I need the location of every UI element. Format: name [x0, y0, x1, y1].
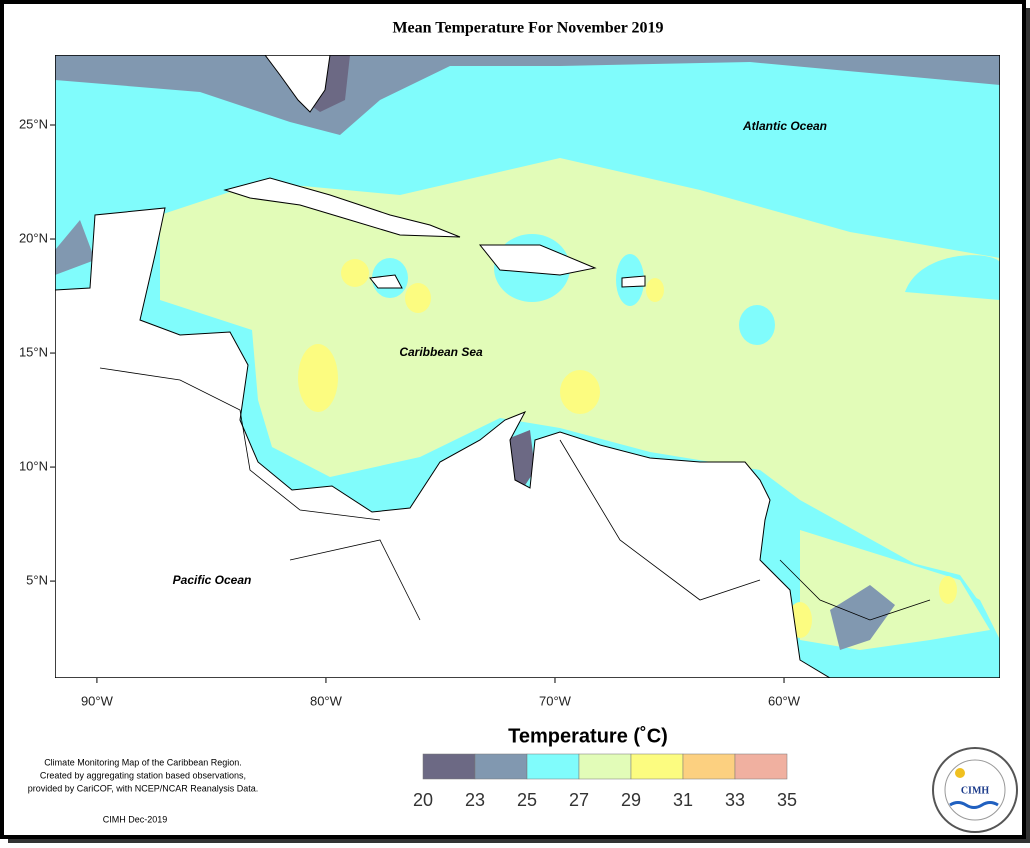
- zone-slate: [830, 585, 895, 650]
- legend-tick-label: 33: [725, 790, 745, 810]
- logo-ring: [944, 759, 1006, 821]
- land: [55, 207, 831, 678]
- zone-cyan: [905, 255, 1000, 300]
- legend-tick-label: 31: [673, 790, 693, 810]
- lat-tick-label: 25°N: [19, 116, 48, 131]
- credit: CIMH Dec-2019: [103, 814, 168, 824]
- note: Climate Monitoring Map of the Caribbean …: [44, 757, 242, 767]
- zone-yellow: [405, 283, 431, 313]
- ocean-label: Caribbean Sea: [399, 345, 483, 359]
- ocean-label: Atlantic Ocean: [742, 119, 827, 133]
- legend-swatch: [630, 753, 684, 780]
- lon-tick-label: 80°W: [310, 693, 343, 708]
- land: [369, 274, 403, 289]
- zone-yellow: [298, 344, 338, 412]
- logo-sun: [955, 768, 965, 778]
- zone-yellow: [646, 278, 664, 302]
- zone-yellow: [560, 370, 600, 414]
- lat-tick-label: 5°N: [26, 573, 48, 588]
- legend-title: Temperature (˚C): [508, 724, 668, 747]
- land: [478, 244, 597, 276]
- ocean-label: Pacific Ocean: [173, 573, 252, 587]
- zone-yellow: [939, 576, 957, 604]
- legend-swatch: [578, 753, 632, 780]
- zone-yellow: [341, 259, 369, 287]
- title: Mean Temperature For November 2019: [392, 20, 663, 37]
- note: Created by aggregating station based obs…: [40, 770, 246, 780]
- legend-tick-label: 35: [777, 790, 797, 810]
- logo-wave: [949, 801, 999, 809]
- land: [621, 275, 646, 288]
- legend-swatch: [526, 753, 580, 780]
- lon-tick-label: 90°W: [81, 693, 114, 708]
- zone-slate: [55, 220, 95, 275]
- lon-tick-label: 70°W: [539, 693, 572, 708]
- zone-cyan: [739, 305, 775, 345]
- legend-tick-label: 20: [413, 790, 433, 810]
- map: [55, 55, 1000, 678]
- lat-tick-label: 15°N: [19, 344, 48, 359]
- legend-swatch: [474, 753, 528, 780]
- land: [264, 55, 331, 113]
- legend-tick-label: 25: [517, 790, 537, 810]
- lat-tick-label: 10°N: [19, 459, 48, 474]
- frame-shadow: [1026, 8, 1030, 843]
- lat-tick-label: 20°N: [19, 230, 48, 245]
- lon-tick-label: 60°W: [768, 693, 801, 708]
- frame-shadow: [8, 839, 1030, 843]
- legend-tick-label: 27: [569, 790, 589, 810]
- legend-swatch: [682, 753, 736, 780]
- legend-tick-label: 29: [621, 790, 641, 810]
- legend-tick-label: 23: [465, 790, 485, 810]
- border: [99, 367, 931, 621]
- legend-swatch: [422, 753, 476, 780]
- legend-swatch: [734, 753, 788, 780]
- land: [223, 177, 461, 238]
- note: provided by CariCOF, with NCEP/NCAR Rean…: [28, 783, 259, 793]
- logo-text: CIMH: [961, 785, 990, 796]
